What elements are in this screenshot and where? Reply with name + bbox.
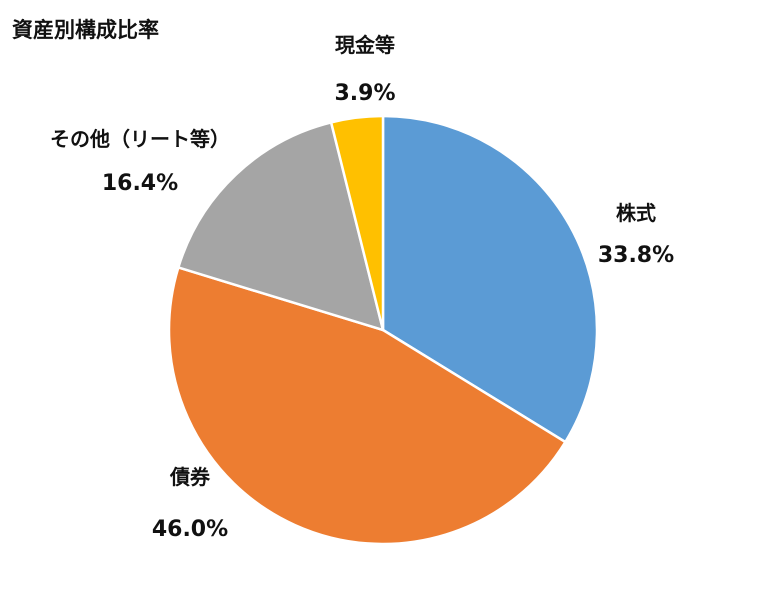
slice-label-2: 債券 <box>169 465 211 489</box>
pie-slice-1 <box>381 114 599 444</box>
slice-value-1: 33.8% <box>598 243 674 268</box>
slice-value-4: 3.9% <box>334 81 395 106</box>
slice-value-3: 16.4% <box>102 171 178 196</box>
slice-value-2: 46.0% <box>152 517 228 542</box>
slice-label-4: 現金等 <box>335 33 395 57</box>
pie-slice-2 <box>167 265 568 546</box>
slice-label-1: 株式 <box>616 201 656 225</box>
pie-slice-4 <box>329 114 385 331</box>
pie-slice-3 <box>176 120 385 332</box>
chart-title: 資産別構成比率 <box>12 18 159 42</box>
slice-label-3: その他（リート等） <box>50 127 230 151</box>
